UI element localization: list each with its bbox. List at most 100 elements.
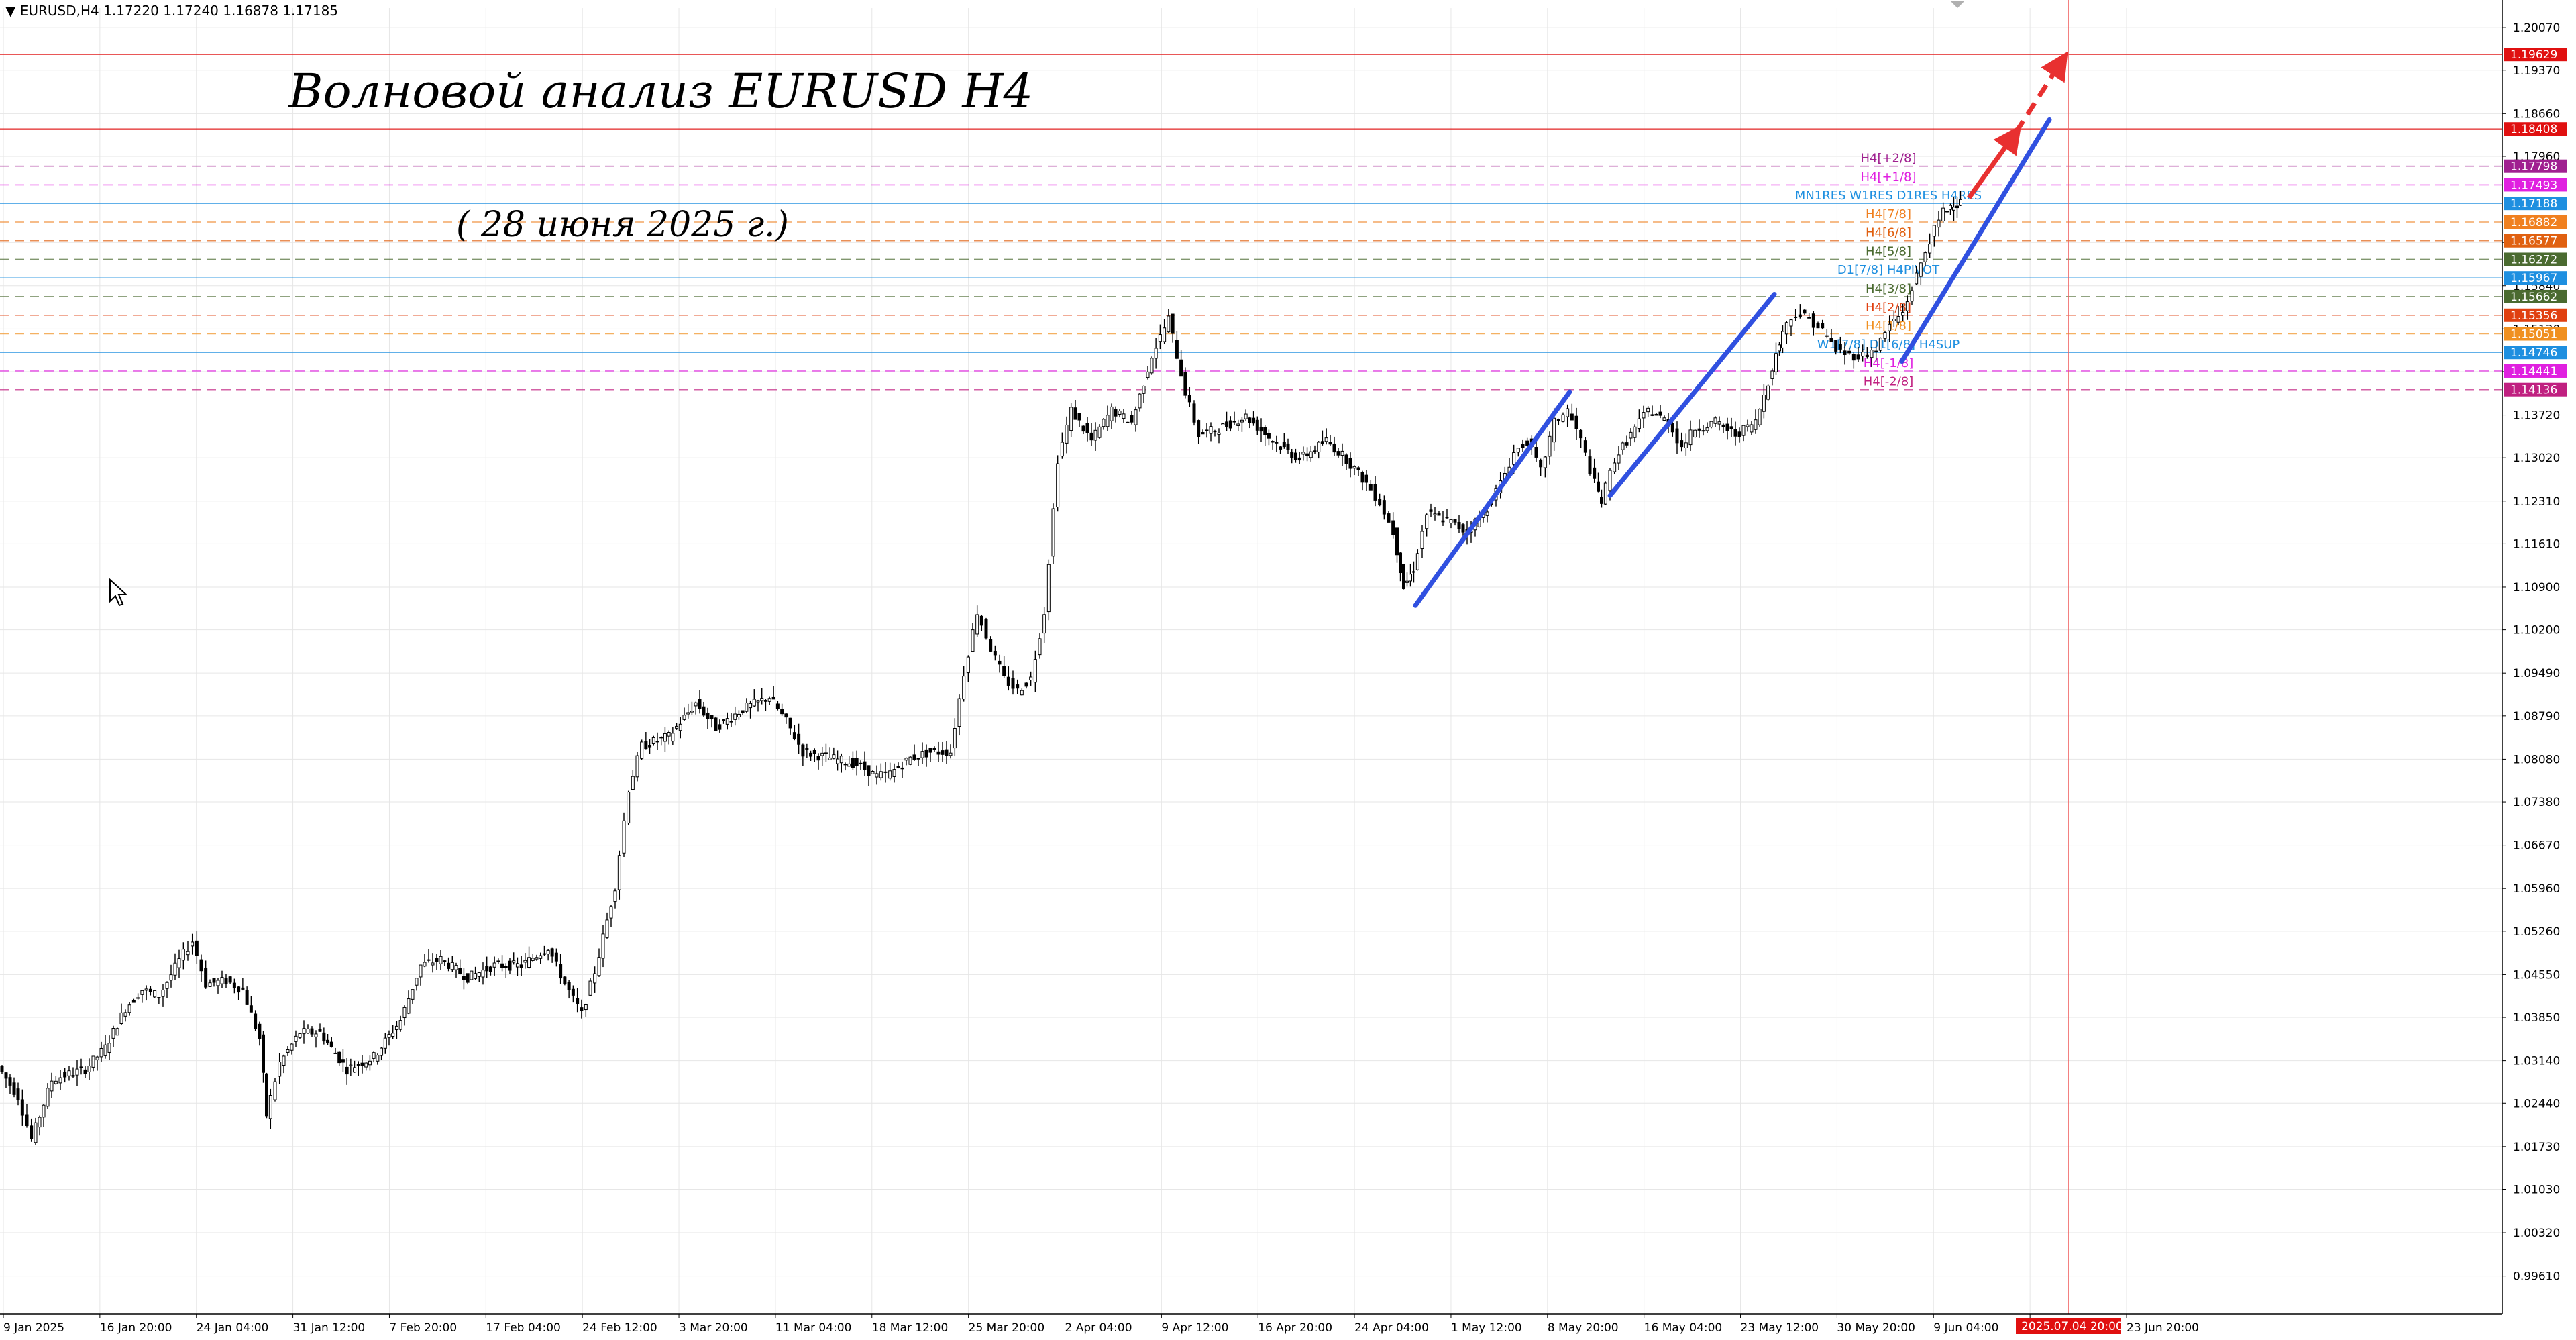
price-badge xyxy=(2504,327,2567,341)
candle-body xyxy=(1561,414,1565,422)
candle-body xyxy=(107,1043,111,1053)
candle-body xyxy=(1680,440,1684,448)
candle-body xyxy=(1937,219,1941,228)
candle-body xyxy=(1741,425,1746,436)
candle-body xyxy=(1029,676,1033,681)
candle-body xyxy=(1336,451,1340,456)
y-tick-label: 1.02440 xyxy=(2513,1097,2560,1111)
candle-body xyxy=(896,766,900,768)
candle-body xyxy=(1114,409,1118,417)
candle-body xyxy=(648,745,652,748)
candle-body xyxy=(1060,442,1064,457)
candle-body xyxy=(908,756,912,765)
price-badge xyxy=(2504,308,2567,322)
candle-body xyxy=(341,1059,345,1063)
candle-body xyxy=(1038,638,1042,656)
candle-body xyxy=(1373,484,1377,501)
forecast-arrow[interactable] xyxy=(2014,51,2068,134)
candle-body xyxy=(273,1081,277,1100)
candle-body xyxy=(1301,452,1305,455)
candle-body xyxy=(1286,443,1290,450)
trend-line[interactable] xyxy=(1413,389,1572,608)
candle-body xyxy=(1429,509,1433,512)
candle-body xyxy=(752,699,756,707)
price-badge-label: 1.17798 xyxy=(2510,160,2557,174)
candle-body xyxy=(1171,313,1175,334)
candle-body xyxy=(1843,350,1847,355)
candle-body xyxy=(1065,424,1069,444)
candle-body xyxy=(888,770,892,779)
candle-body xyxy=(667,732,671,737)
trendlines[interactable] xyxy=(1413,117,2052,608)
candle-body xyxy=(1409,574,1412,582)
candle-body xyxy=(836,758,840,764)
candle-body xyxy=(1762,395,1766,412)
menu-icon[interactable]: ▼ xyxy=(5,3,16,19)
candle-body xyxy=(1332,443,1336,453)
candle-body xyxy=(79,1066,83,1068)
candle-body xyxy=(1097,426,1102,438)
candle-body xyxy=(1391,520,1395,535)
candle-body xyxy=(710,715,714,719)
y-tick-label: 1.04550 xyxy=(2513,968,2560,982)
forecast-arrow[interactable] xyxy=(1967,125,2022,199)
candle-body xyxy=(1399,552,1402,574)
candle-body xyxy=(1888,323,1892,331)
candle-body xyxy=(824,752,828,754)
candle-body xyxy=(181,949,185,961)
x-tick-label: 18 Mar 12:00 xyxy=(872,1321,949,1335)
candle-body xyxy=(847,763,851,767)
candle-body xyxy=(563,976,567,984)
candle-body xyxy=(1684,442,1688,448)
candle-body xyxy=(745,703,749,712)
candle-body xyxy=(839,756,843,764)
candle-body xyxy=(1588,456,1592,474)
candle-body xyxy=(148,988,152,992)
trend-line[interactable] xyxy=(1607,291,1777,499)
candle-body xyxy=(46,1088,50,1107)
candle-body xyxy=(1717,421,1721,425)
candle-body xyxy=(771,696,775,700)
shift-marker-icon xyxy=(1951,1,1964,8)
candle-body xyxy=(1774,353,1778,372)
candle-body xyxy=(127,1004,131,1013)
candle-body xyxy=(1932,225,1936,237)
candle-body xyxy=(1232,421,1236,423)
candle-body xyxy=(169,974,173,981)
x-tick-label: 16 Apr 20:00 xyxy=(1258,1321,1332,1335)
candle-body xyxy=(1259,427,1263,432)
candle-body xyxy=(993,650,997,656)
forecast-arrows[interactable] xyxy=(1967,51,2068,199)
candle-body xyxy=(1861,352,1865,357)
candle-body xyxy=(1617,454,1621,464)
candle-body xyxy=(792,732,796,739)
candle-body xyxy=(1642,412,1646,419)
candle-body xyxy=(1811,313,1815,328)
candle-body xyxy=(617,855,621,890)
candle-body xyxy=(554,952,558,962)
candle-body xyxy=(663,733,667,742)
x-tick-label: 23 Jun 20:00 xyxy=(2127,1321,2199,1335)
price-badge xyxy=(2504,178,2567,192)
candle-body xyxy=(1002,666,1006,676)
candle-body xyxy=(224,978,228,984)
price-badge xyxy=(2504,382,2567,397)
candle-body xyxy=(576,998,580,1004)
candle-body xyxy=(1910,290,1914,302)
candle-body xyxy=(466,973,470,983)
level-label: D1[7/8] H4PIVOT xyxy=(1837,263,1940,277)
candle-body xyxy=(675,725,679,729)
candle-body xyxy=(360,1062,364,1066)
candle-body xyxy=(1069,407,1073,431)
grid xyxy=(0,8,2502,1314)
candle-body xyxy=(326,1039,330,1043)
price-badge-label: 1.16882 xyxy=(2510,216,2557,229)
candle-body xyxy=(1187,395,1191,403)
candle-body xyxy=(1290,452,1294,458)
candle-body xyxy=(153,990,157,998)
trend-line[interactable] xyxy=(1899,117,2052,364)
candle-body xyxy=(892,769,896,777)
level-label: H4[+2/8] xyxy=(1860,152,1916,166)
candle-body xyxy=(220,976,224,984)
